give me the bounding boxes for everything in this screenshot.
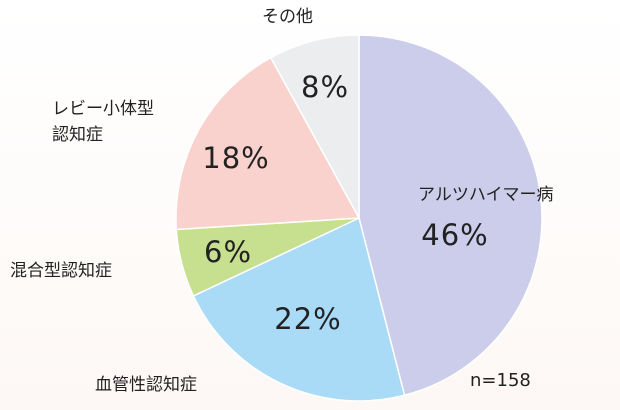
category-label: 血管性認知症 — [95, 375, 197, 395]
category-label: その他 — [262, 7, 313, 27]
pie-slice — [269, 34, 360, 219]
value-label: 46% — [421, 218, 489, 252]
annotation: n=158 — [470, 370, 531, 391]
category-label: 混合型認知症 — [10, 261, 112, 281]
value-label: 22% — [274, 302, 342, 336]
value-label: 18% — [202, 141, 270, 175]
value-label: 8% — [300, 70, 350, 104]
pie-slice — [175, 56, 361, 231]
pie-slice — [192, 216, 406, 402]
value-label: 6% — [203, 235, 253, 269]
category-label: レビー小体型 認知症 — [52, 99, 154, 145]
category-label: アルツハイマー病 — [418, 185, 554, 205]
pie-slice — [358, 34, 543, 397]
